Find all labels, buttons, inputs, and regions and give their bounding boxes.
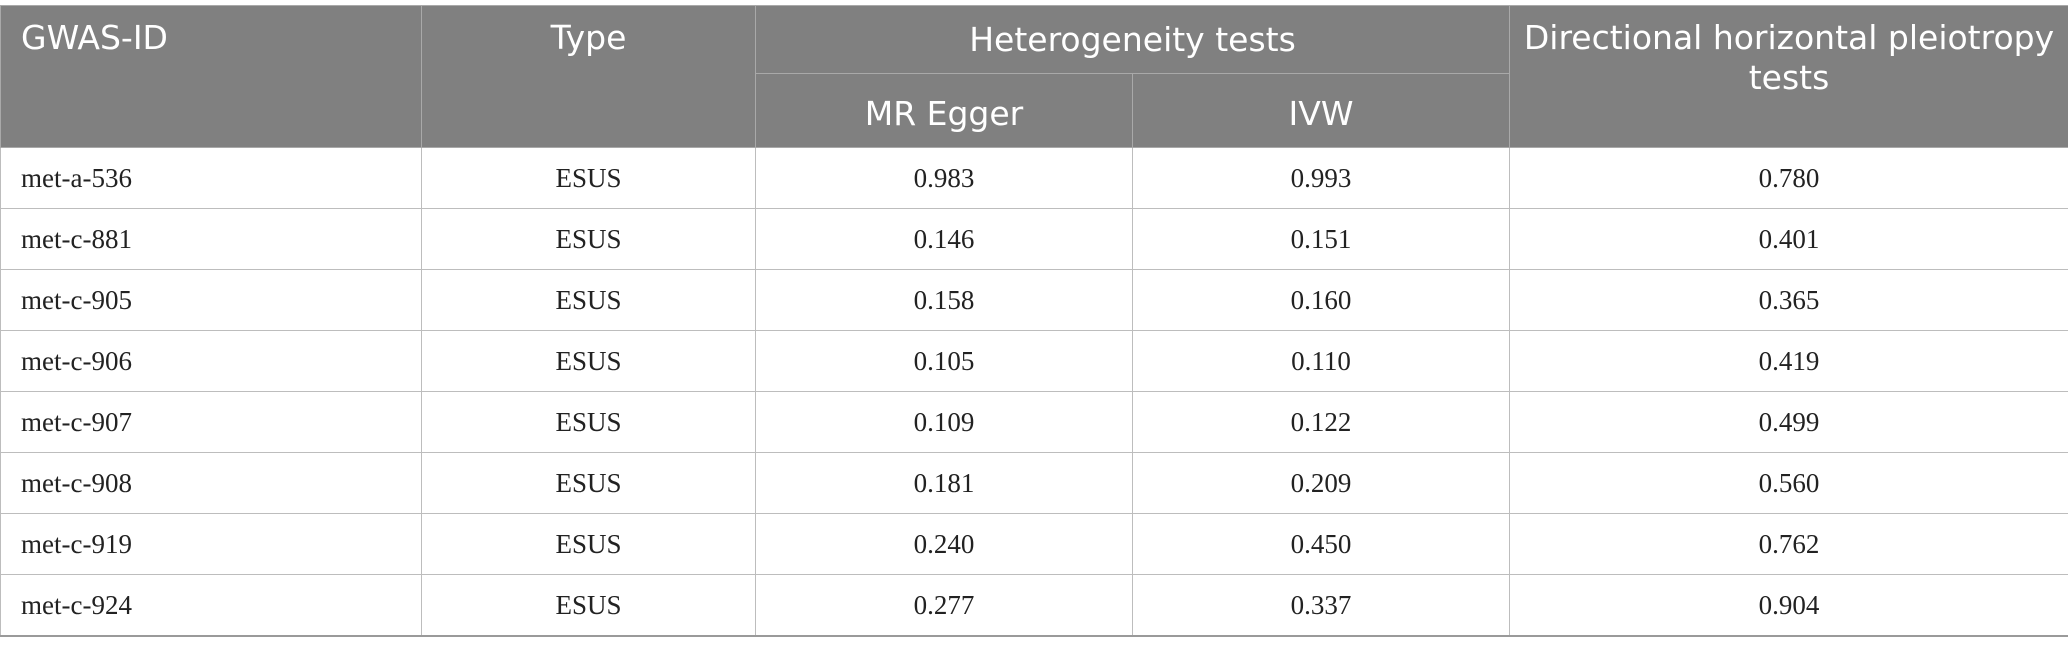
cell-type: ESUS [421, 391, 756, 453]
cell-gwas-id: met-c-908 [0, 452, 422, 514]
table-row: met-c-907 ESUS 0.109 0.122 0.499 [0, 391, 2068, 453]
cell-type: ESUS [421, 513, 756, 575]
cell-mr-egger: 0.181 [755, 452, 1133, 514]
table-row: met-c-906 ESUS 0.105 0.110 0.419 [0, 330, 2068, 392]
results-table-container: GWAS-ID Type Heterogeneity tests Directi… [0, 5, 2068, 637]
cell-ivw: 0.450 [1132, 513, 1510, 575]
cell-ivw: 0.209 [1132, 452, 1510, 514]
cell-mr-egger: 0.240 [755, 513, 1133, 575]
table-header: GWAS-ID Type Heterogeneity tests Directi… [0, 5, 2068, 148]
header-row-top: GWAS-ID Type Heterogeneity tests Directi… [0, 5, 2068, 148]
cell-gwas-id: met-c-919 [0, 513, 422, 575]
results-table: GWAS-ID Type Heterogeneity tests Directi… [0, 5, 2068, 637]
cell-mr-egger: 0.146 [755, 208, 1133, 270]
header-mr-egger: MR Egger [755, 73, 1133, 148]
cell-gwas-id: met-c-905 [0, 269, 422, 331]
cell-type: ESUS [421, 147, 756, 209]
cell-directional-pleiotropy: 0.401 [1509, 208, 2068, 270]
cell-mr-egger: 0.277 [755, 574, 1133, 637]
table-row: met-c-905 ESUS 0.158 0.160 0.365 [0, 269, 2068, 331]
cell-gwas-id: met-a-536 [0, 147, 422, 209]
cell-type: ESUS [421, 452, 756, 514]
cell-mr-egger: 0.105 [755, 330, 1133, 392]
header-heterogeneity-tests: Heterogeneity tests [755, 5, 1510, 74]
table-row: met-c-881 ESUS 0.146 0.151 0.401 [0, 208, 2068, 270]
cell-directional-pleiotropy: 0.365 [1509, 269, 2068, 331]
cell-mr-egger: 0.109 [755, 391, 1133, 453]
table-row: met-c-919 ESUS 0.240 0.450 0.762 [0, 513, 2068, 575]
header-ivw: IVW [1132, 73, 1510, 148]
cell-ivw: 0.122 [1132, 391, 1510, 453]
table-row: met-c-924 ESUS 0.277 0.337 0.904 [0, 574, 2068, 637]
cell-gwas-id: met-c-924 [0, 574, 422, 637]
cell-type: ESUS [421, 330, 756, 392]
header-directional-pleiotropy: Directional horizontal pleiotropy tests [1509, 5, 2068, 148]
table-row: met-a-536 ESUS 0.983 0.993 0.780 [0, 147, 2068, 209]
cell-directional-pleiotropy: 0.499 [1509, 391, 2068, 453]
cell-ivw: 0.160 [1132, 269, 1510, 331]
header-type: Type [421, 5, 756, 148]
cell-ivw: 0.110 [1132, 330, 1510, 392]
cell-directional-pleiotropy: 0.762 [1509, 513, 2068, 575]
cell-directional-pleiotropy: 0.904 [1509, 574, 2068, 637]
cell-directional-pleiotropy: 0.560 [1509, 452, 2068, 514]
cell-type: ESUS [421, 574, 756, 637]
cell-type: ESUS [421, 269, 756, 331]
cell-gwas-id: met-c-907 [0, 391, 422, 453]
cell-ivw: 0.337 [1132, 574, 1510, 637]
table-row: met-c-908 ESUS 0.181 0.209 0.560 [0, 452, 2068, 514]
cell-directional-pleiotropy: 0.780 [1509, 147, 2068, 209]
table-body: met-a-536 ESUS 0.983 0.993 0.780 met-c-881 ESU… [0, 147, 2068, 637]
header-gwas-id: GWAS-ID [0, 5, 422, 148]
cell-mr-egger: 0.983 [755, 147, 1133, 209]
cell-gwas-id: met-c-881 [0, 208, 422, 270]
cell-directional-pleiotropy: 0.419 [1509, 330, 2068, 392]
cell-ivw: 0.151 [1132, 208, 1510, 270]
cell-mr-egger: 0.158 [755, 269, 1133, 331]
header-row-sub: MR Egger IVW [1, 73, 2068, 148]
cell-type: ESUS [421, 208, 756, 270]
cell-gwas-id: met-c-906 [0, 330, 422, 392]
cell-ivw: 0.993 [1132, 147, 1510, 209]
